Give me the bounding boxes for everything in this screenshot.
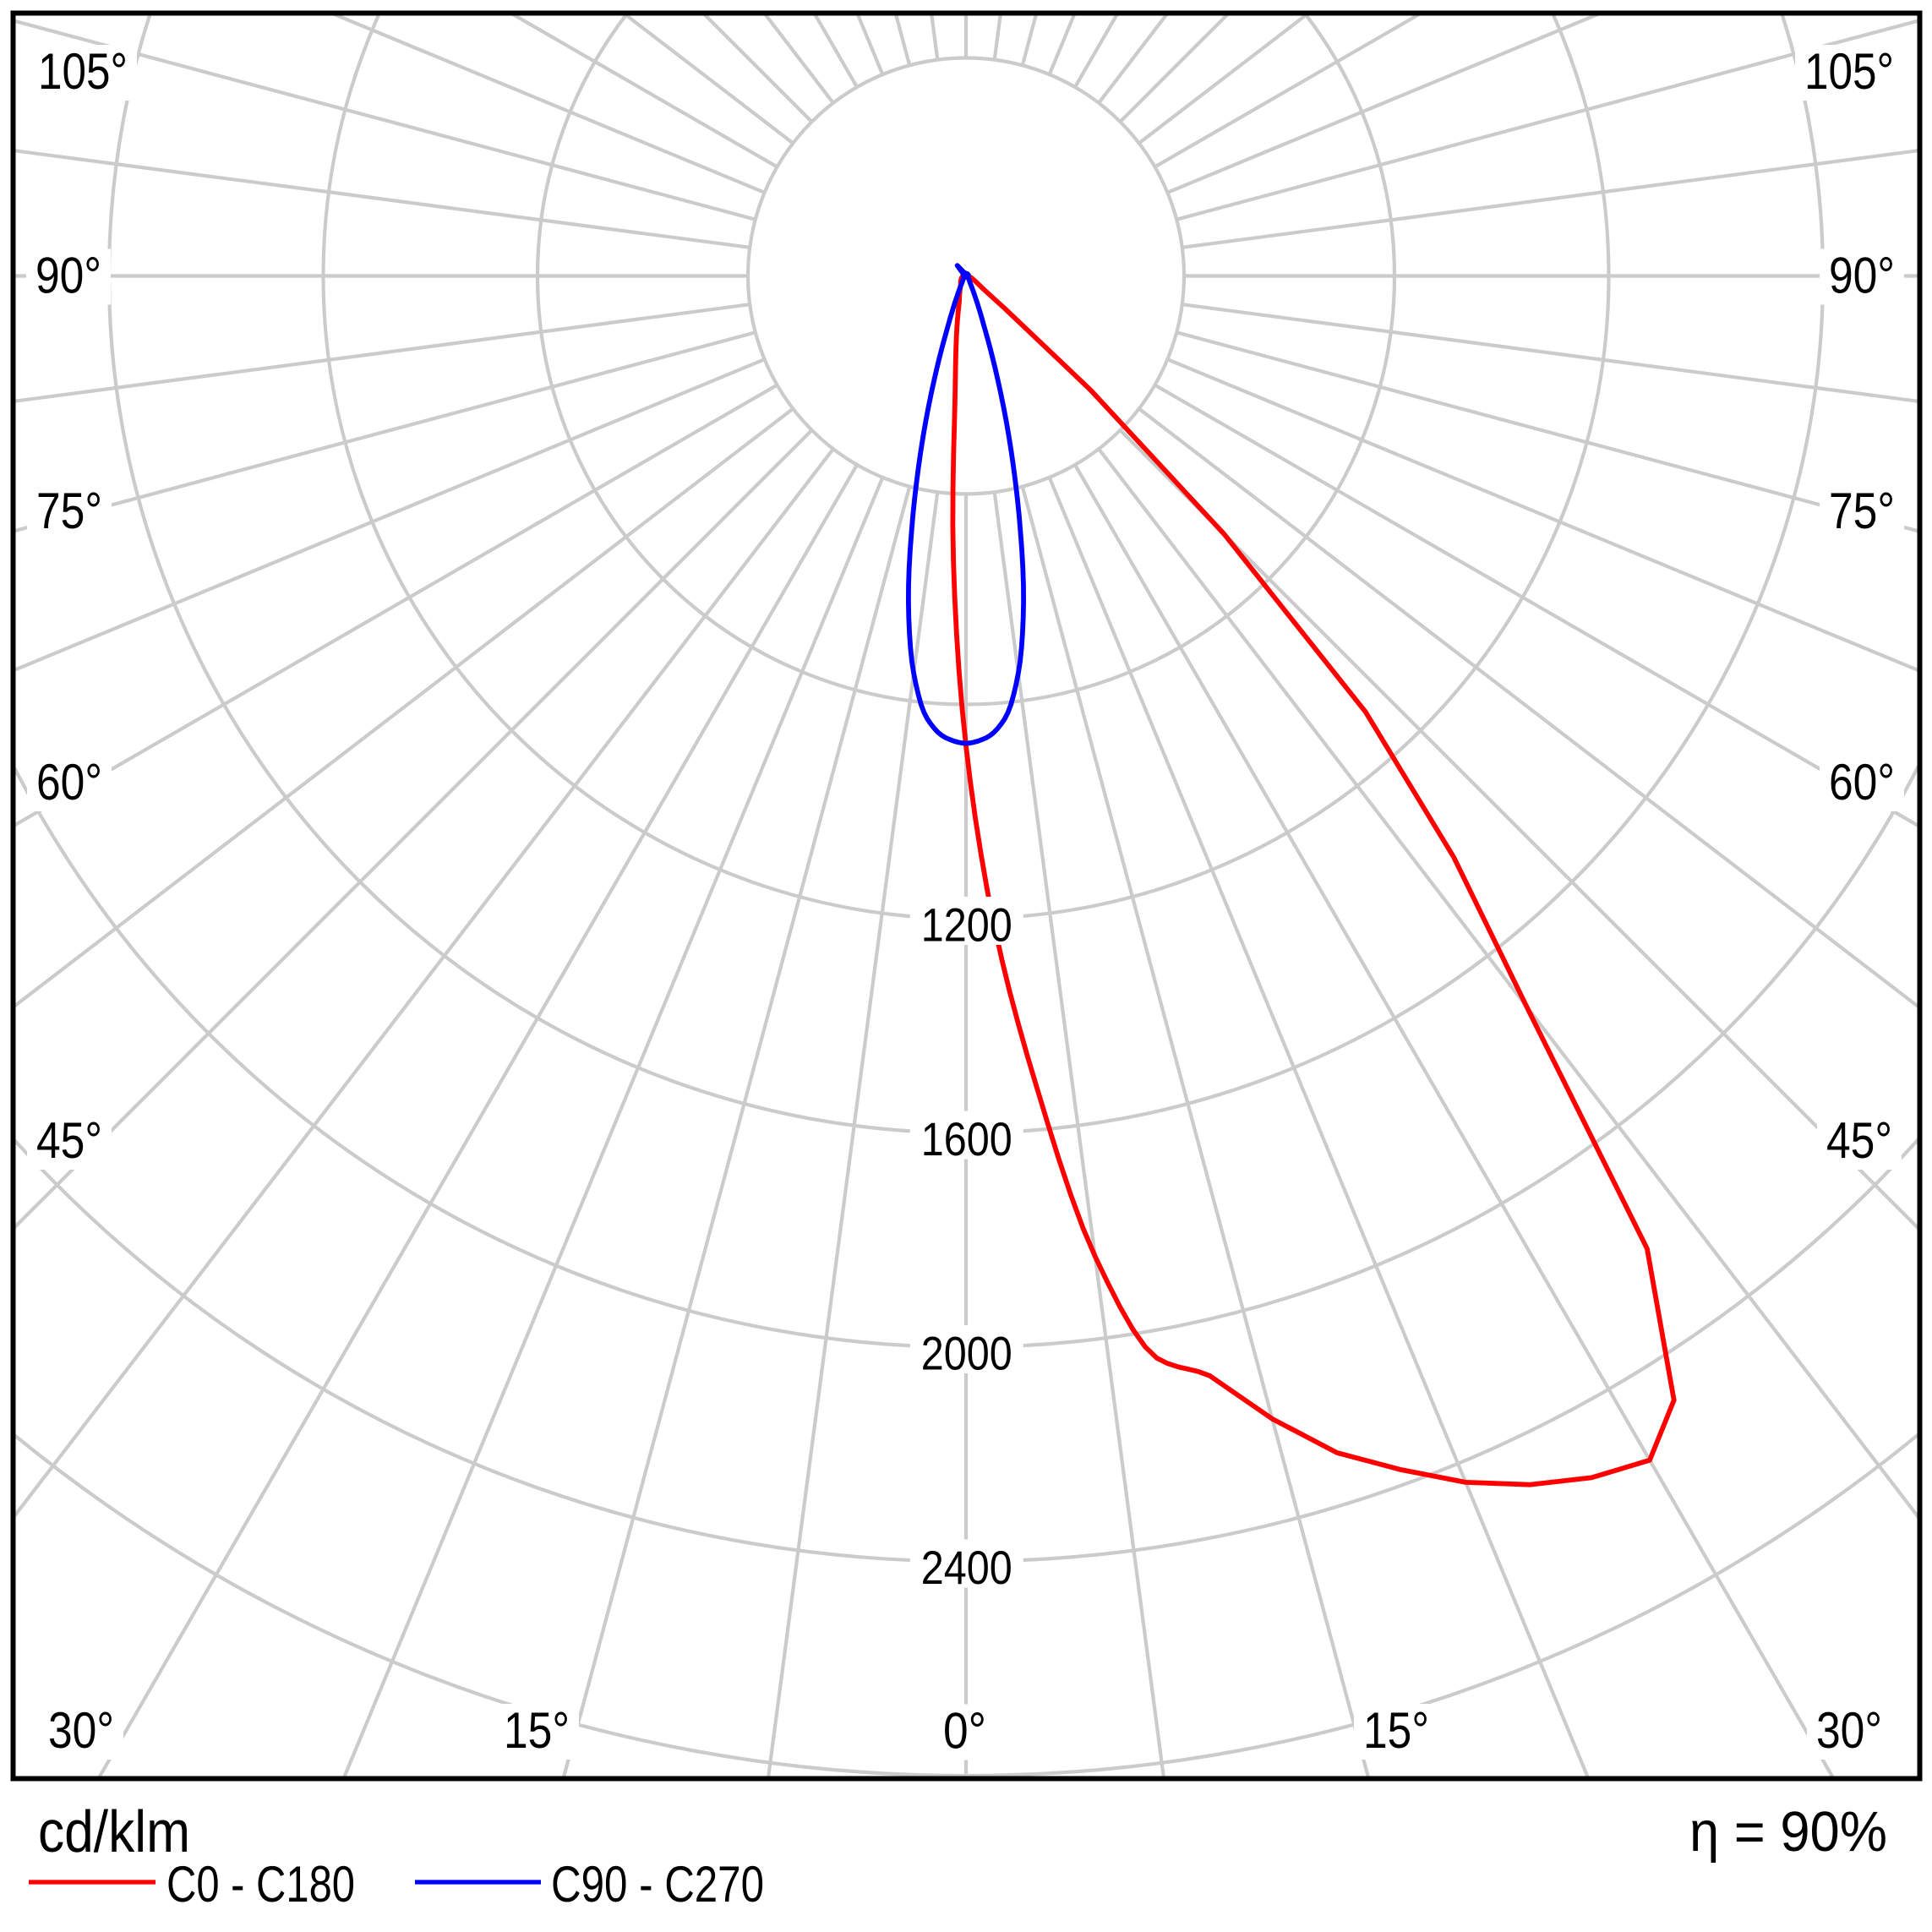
svg-text:15°: 15° bbox=[504, 1702, 570, 1759]
svg-text:30°: 30° bbox=[1816, 1702, 1882, 1759]
svg-text:2000: 2000 bbox=[921, 1327, 1012, 1380]
svg-text:1600: 1600 bbox=[921, 1112, 1012, 1165]
svg-text:C0 - C180: C0 - C180 bbox=[166, 1856, 355, 1913]
svg-text:cd/klm: cd/klm bbox=[38, 1798, 190, 1864]
svg-text:75°: 75° bbox=[36, 483, 102, 539]
svg-text:15°: 15° bbox=[1363, 1702, 1429, 1759]
svg-text:C90 - C270: C90 - C270 bbox=[551, 1856, 764, 1913]
svg-text:60°: 60° bbox=[1829, 754, 1895, 810]
svg-text:η = 90%: η = 90% bbox=[1689, 1800, 1887, 1864]
svg-text:45°: 45° bbox=[36, 1112, 102, 1169]
svg-text:2400: 2400 bbox=[921, 1541, 1012, 1594]
svg-text:90°: 90° bbox=[1829, 248, 1895, 304]
svg-text:105°: 105° bbox=[38, 43, 128, 100]
svg-text:90°: 90° bbox=[35, 248, 101, 304]
svg-text:30°: 30° bbox=[48, 1702, 114, 1759]
svg-text:45°: 45° bbox=[1826, 1112, 1892, 1169]
svg-text:75°: 75° bbox=[1829, 483, 1895, 539]
svg-text:1200: 1200 bbox=[921, 898, 1012, 952]
svg-text:0°: 0° bbox=[943, 1703, 986, 1760]
svg-text:105°: 105° bbox=[1804, 43, 1894, 100]
svg-text:60°: 60° bbox=[36, 754, 102, 810]
